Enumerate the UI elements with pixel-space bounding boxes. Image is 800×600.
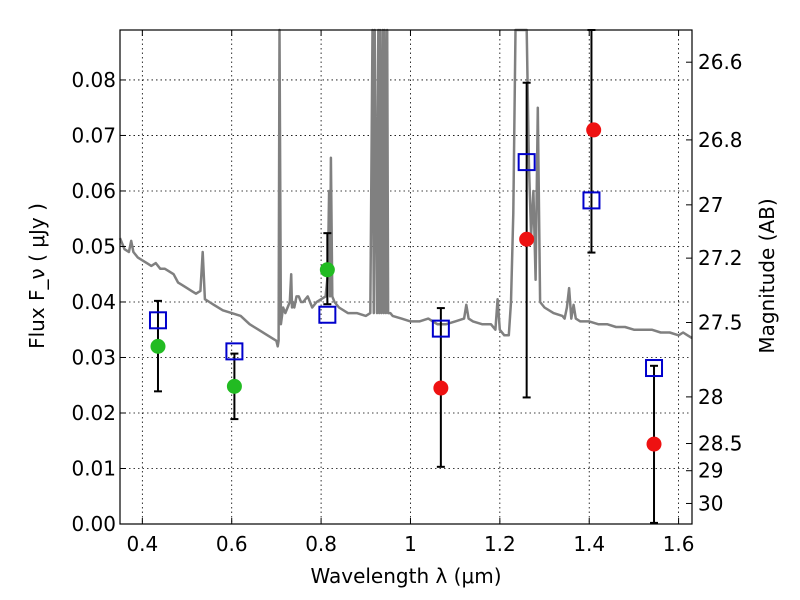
right-tick-label: 27 [698,193,723,217]
y-tick-label: 0.08 [71,68,116,92]
blue-square-point [318,305,337,324]
blue-square-point [148,311,167,330]
right-axis-ticks: 26.6 26.8 27 27.2 27.5 28 28.5 29 30 [686,50,743,515]
right-tick-label: 30 [698,491,723,515]
blue-square-point [225,342,244,361]
x-tick-label: 1.4 [573,532,605,556]
red-circle-point [433,380,449,396]
y-tick-label: 0.07 [71,123,116,147]
x-tick-label: 0.4 [126,532,158,556]
y-tick-label: 0.03 [71,345,116,369]
green-circle-point [226,378,242,394]
plot-area [118,28,693,524]
y-tick-label: 0.06 [71,179,116,203]
blue-square-point [517,153,536,172]
y-tick-label: 0.00 [71,512,116,536]
y-tick-label: 0.04 [71,290,116,314]
right-tick-label: 29 [698,459,723,483]
error-bars [153,29,659,524]
red-circle-point [586,122,602,138]
y-tick-label: 0.02 [71,401,116,425]
sed-model-line [118,28,693,348]
grid-lines [120,30,692,525]
x-axis-title: Wavelength λ (μm) [310,564,501,588]
blue-square-point [645,359,664,378]
red-circle-point [519,231,535,247]
green-circle-point [319,262,335,278]
x-tick-label: 0.6 [216,532,248,556]
x-tick-label: 1.6 [663,532,695,556]
x-tick-label: 1.2 [484,532,516,556]
right-tick-label: 26.6 [698,50,743,74]
data-markers [148,122,664,452]
right-tick-label: 26.8 [698,128,743,152]
y-axis-title: Flux F_ν ( μJy ) [25,203,49,349]
y-tick-label: 0.01 [71,456,116,480]
y-axis-ticks: 0.00 0.01 0.02 0.03 0.04 0.05 0.06 0.07 0.08 [71,68,126,536]
axes-frame [119,29,693,525]
green-circle-point [150,338,166,354]
blue-square-point [431,319,450,338]
red-circle-point [646,436,662,452]
right-tick-label: 28.5 [698,432,743,456]
right-tick-label: 27.2 [698,246,743,270]
x-tick-label: 0.8 [305,532,337,556]
blue-square-point [582,191,601,210]
x-axis-ticks: 0.4 0.6 0.8 1 1.2 1.4 1.6 [126,30,695,556]
right-tick-label: 27.5 [698,311,743,335]
right-tick-label: 28 [698,385,723,409]
y-tick-label: 0.05 [71,234,116,258]
right-axis-title: Magnitude (AB) [755,198,779,353]
x-tick-label: 1 [404,532,417,556]
